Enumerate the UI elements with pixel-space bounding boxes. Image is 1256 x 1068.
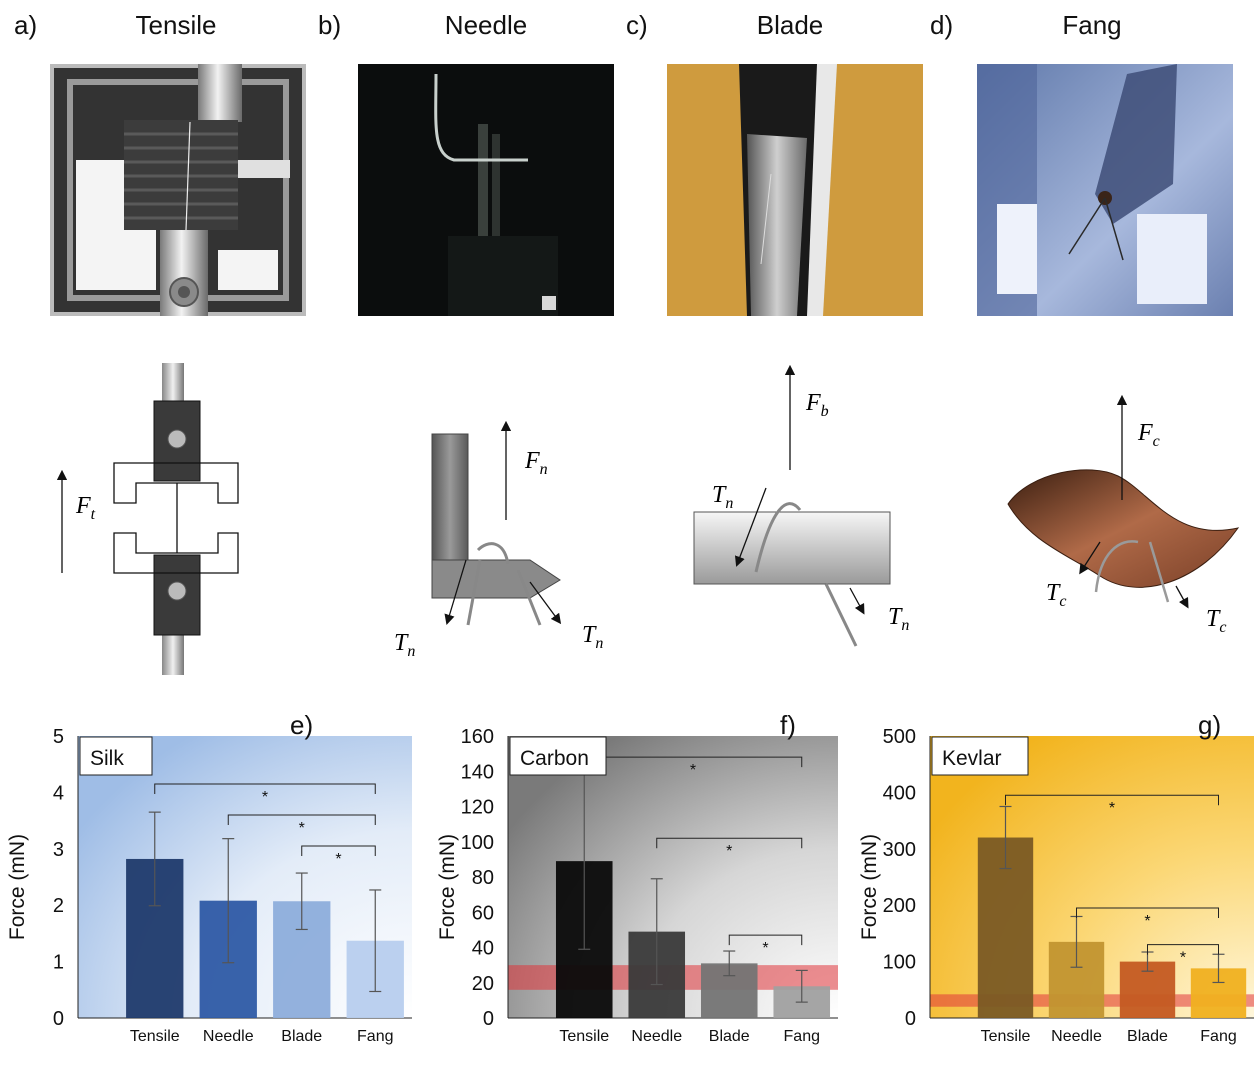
x-tick-label: Needle <box>631 1028 682 1045</box>
significance-star: * <box>262 789 268 806</box>
y-tick-label: 80 <box>472 867 494 889</box>
legend-label: Kevlar <box>942 747 1002 770</box>
panel-b-title: Needle <box>444 10 528 40</box>
x-tick-label: Tensile <box>559 1028 609 1045</box>
panel-c-letter: c) <box>626 10 648 40</box>
significance-star: * <box>1144 913 1150 930</box>
blade-force-label: Fb <box>805 390 829 420</box>
significance-bracket <box>1147 944 1219 955</box>
panel-d-letter: d) <box>930 10 954 40</box>
blade-schematic: Fb Tn Tn <box>693 364 909 647</box>
needle-photo <box>358 64 614 316</box>
legend-label: Silk <box>90 747 124 770</box>
legend-box <box>79 736 153 776</box>
y-tick-label: 0 <box>53 1008 64 1030</box>
significance-star: * <box>690 762 696 779</box>
x-tick-label: Needle <box>1051 1028 1102 1045</box>
significance-star: * <box>1109 800 1115 817</box>
significance-bracket <box>301 845 376 856</box>
panel-c-title: Blade <box>756 10 824 40</box>
significance-bracket <box>154 783 376 794</box>
needle-schematic: Fn Tn Tn <box>394 420 603 660</box>
significance-star: * <box>762 940 768 957</box>
legend-box <box>509 736 607 776</box>
significance-bracket <box>1005 794 1219 806</box>
y-tick-label: 120 <box>461 797 494 819</box>
legend-label: Carbon <box>520 747 589 770</box>
panel-letter: g) <box>1198 710 1221 740</box>
needle-tension-right-label: Tn <box>582 622 603 652</box>
y-tick-label: 300 <box>883 839 916 861</box>
significance-star: * <box>299 820 305 837</box>
panel-a-title: Tensile <box>135 10 217 40</box>
y-tick-label: 2 <box>53 895 64 917</box>
significance-bracket <box>656 837 803 849</box>
significance-bracket <box>728 934 803 946</box>
blade-photo <box>667 64 923 316</box>
x-tick-label: Fang <box>357 1028 393 1045</box>
tensile-force-label: Ft <box>75 493 96 523</box>
fang-force-label: Fc <box>1137 420 1160 450</box>
panel-a-letter: a) <box>14 10 38 40</box>
y-tick-label: 200 <box>883 895 916 917</box>
panel-letter: e) <box>290 710 313 740</box>
y-tick-label: 20 <box>472 973 494 995</box>
y-tick-label: 500 <box>883 726 916 748</box>
y-tick-label: 140 <box>461 761 494 783</box>
y-tick-label: 0 <box>483 1008 494 1030</box>
y-tick-label: 3 <box>53 839 64 861</box>
y-axis-label: Force (mN) <box>6 834 29 940</box>
x-tick-label: Needle <box>203 1028 254 1045</box>
x-tick-label: Tensile <box>981 1028 1031 1045</box>
y-tick-label: 0 <box>905 1008 916 1030</box>
blade-tension-bottom-label: Tn <box>888 604 909 634</box>
y-tick-label: 60 <box>472 902 494 924</box>
panel-b-letter: b) <box>318 10 342 40</box>
y-tick-label: 1 <box>53 952 64 974</box>
significance-bracket <box>227 814 376 825</box>
fang-tension-left-label: Tc <box>1046 580 1066 610</box>
y-tick-label: 100 <box>883 952 916 974</box>
x-tick-label: Fang <box>1200 1028 1236 1045</box>
y-tick-label: 40 <box>472 938 494 960</box>
tensile-photo <box>50 64 306 316</box>
significance-star: * <box>1180 950 1186 967</box>
fang-schematic: Fc Tc Tc <box>1007 394 1240 636</box>
needle-tension-left-label: Tn <box>394 630 415 660</box>
panel-d-title: Fang <box>1062 10 1122 40</box>
y-tick-label: 100 <box>461 832 494 854</box>
y-tick-label: 5 <box>53 726 64 748</box>
x-tick-label: Blade <box>281 1028 322 1045</box>
significance-star: * <box>726 843 732 860</box>
x-tick-label: Fang <box>784 1028 820 1045</box>
x-tick-label: Blade <box>709 1028 750 1045</box>
x-tick-label: Tensile <box>130 1028 180 1045</box>
y-axis-label: Force (mN) <box>436 834 459 940</box>
y-axis-label: Force (mN) <box>858 834 881 940</box>
silk-bar-chart: 0 1 2 3 4 5 Force (mN) Tensile Needle Blade Fang * *… <box>6 710 412 1045</box>
y-tick-label: 400 <box>883 782 916 804</box>
needle-force-label: Fn <box>524 448 548 478</box>
y-tick-label: 160 <box>461 726 494 748</box>
legend-box <box>931 736 1029 776</box>
tensile-schematic: Ft <box>56 363 239 675</box>
blade-tension-top-label: Tn <box>712 482 733 512</box>
significance-star: * <box>335 851 341 868</box>
panel-letter: f) <box>780 710 796 740</box>
y-tick-label: 4 <box>53 782 64 804</box>
significance-bracket <box>1076 907 1219 919</box>
fang-photo <box>977 64 1233 316</box>
carbon-bar-chart: 0 20 40 60 80 100 120 140 160 Force (mN) Tensile Ne… <box>436 710 838 1045</box>
fang-tension-right-label: Tc <box>1206 606 1226 636</box>
x-tick-label: Blade <box>1127 1028 1168 1045</box>
kevlar-bar-chart: 0 100 200 300 400 500 Force (mN) Tensile Needle B… <box>858 710 1254 1045</box>
